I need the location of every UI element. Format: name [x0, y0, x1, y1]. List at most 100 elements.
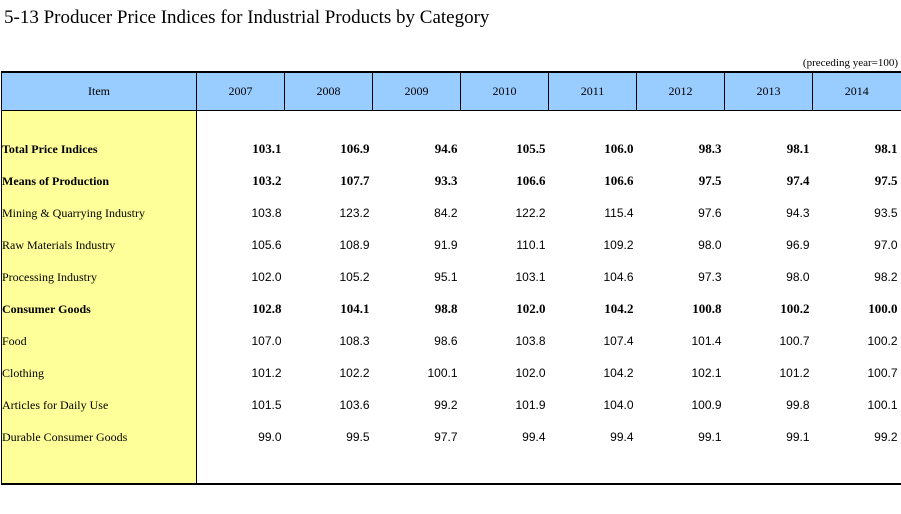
value-cell: 107.0	[251, 334, 282, 348]
row-label-text: Clothing	[2, 365, 45, 380]
value-cell: 107.7	[340, 173, 370, 188]
table-row: Means of Production 103.2 107.7 93.3 106.6 10…	[1, 165, 901, 197]
column-header-year: 2014	[812, 71, 901, 111]
value-cell: 98.8	[434, 301, 458, 316]
value-cell: 102.0	[516, 301, 546, 316]
table-body: Total Price Indices 103.1 106.9 94.6 105.5 10…	[1, 110, 901, 485]
value-cell: 98.6	[434, 334, 458, 348]
value-cell: 98.2	[874, 270, 898, 284]
value-cell: 91.9	[434, 238, 458, 252]
value-cell: 102.1	[691, 366, 722, 380]
value-cell: 109.2	[603, 238, 634, 252]
row-label: Durable Consumer Goods	[1, 421, 197, 453]
value-cell: 93.5	[874, 206, 898, 220]
value-cell: 98.0	[698, 238, 722, 252]
row-label: Processing Industry	[1, 261, 197, 293]
row-label-text: Means of Production	[2, 173, 110, 188]
row-label-text: Durable Consumer Goods	[2, 429, 128, 444]
row-label: Means of Production	[1, 165, 197, 197]
value-cell: 101.9	[515, 398, 546, 412]
price-index-table-container: Item 2007 2008 2009 2010 2011 2012 2013 …	[1, 71, 901, 485]
row-label: Mining & Quarrying Industry	[1, 197, 197, 229]
value-cell: 105.5	[516, 141, 546, 156]
table-row: Raw Materials Industry 105.6 108.9 91.9 110.…	[1, 229, 901, 261]
value-cell: 103.8	[251, 206, 282, 220]
value-cell: 101.2	[251, 366, 282, 380]
column-header-year: 2012	[636, 71, 725, 111]
value-cell: 98.1	[786, 141, 810, 156]
header-row: Item 2007 2008 2009 2010 2011 2012 2013 …	[1, 71, 901, 111]
value-cell: 96.9	[786, 238, 810, 252]
value-cell: 122.2	[515, 206, 546, 220]
value-cell: 104.2	[603, 366, 634, 380]
value-cell: 102.2	[339, 366, 370, 380]
value-cell: 100.2	[867, 334, 898, 348]
value-cell: 101.2	[779, 366, 810, 380]
value-cell: 110.1	[516, 238, 546, 252]
item-cell	[1, 110, 197, 133]
table-row: Clothing 101.2 102.2 100.1 102.0 104.2 102.1 10…	[1, 357, 901, 389]
value-cell: 97.0	[874, 238, 898, 252]
column-header-year: 2009	[372, 71, 461, 111]
value-cell: 99.2	[874, 430, 898, 444]
value-cell: 99.1	[698, 430, 722, 444]
value-cell: 103.6	[339, 398, 370, 412]
row-label: Clothing	[1, 357, 197, 389]
table-row: Consumer Goods 102.8 104.1 98.8 102.0 104.2 10…	[1, 293, 901, 325]
spacer-row	[1, 110, 901, 133]
column-header-year: 2013	[724, 71, 813, 111]
row-label-text: Mining & Quarrying Industry	[2, 205, 145, 220]
unit-note: (preceding year=100)	[802, 57, 898, 69]
row-label-text: Consumer Goods	[2, 301, 91, 316]
value-cell: 105.6	[251, 238, 282, 252]
value-cell: 103.2	[252, 173, 282, 188]
price-index-table: Item 2007 2008 2009 2010 2011 2012 2013 …	[1, 71, 901, 485]
table-row: Processing Industry 102.0 105.2 95.1 103.1 10…	[1, 261, 901, 293]
value-cell: 103.8	[515, 334, 546, 348]
value-cell: 100.7	[779, 334, 810, 348]
value-cell: 104.6	[603, 270, 634, 284]
value-cell: 84.2	[434, 206, 458, 220]
value-cell: 94.3	[786, 206, 810, 220]
value-cell: 97.7	[434, 430, 458, 444]
value-cell: 94.6	[434, 141, 458, 156]
value-cell: 101.4	[691, 334, 722, 348]
value-cell: 100.1	[427, 366, 458, 380]
value-cell: 98.3	[698, 141, 722, 156]
value-cell: 101.5	[251, 398, 282, 412]
row-label: Raw Materials Industry	[1, 229, 197, 261]
value-cell: 115.4	[604, 206, 634, 220]
value-cell: 97.4	[786, 173, 810, 188]
value-cell: 100.9	[691, 398, 722, 412]
value-cell: 95.1	[434, 270, 458, 284]
row-label-text: Total Price Indices	[2, 141, 98, 156]
row-label: Total Price Indices	[1, 133, 197, 165]
page-title: 5-13 Producer Price Indices for Industri…	[4, 7, 490, 28]
column-header-year: 2007	[196, 71, 285, 111]
value-cell: 99.2	[434, 398, 458, 412]
value-cell: 108.9	[339, 238, 370, 252]
value-cell: 106.6	[516, 173, 546, 188]
value-cell: 99.5	[346, 430, 370, 444]
value-cell: 102.0	[251, 270, 282, 284]
row-label-text: Articles for Daily Use	[2, 397, 109, 412]
value-cell: 123.2	[339, 206, 370, 220]
table-row: Total Price Indices 103.1 106.9 94.6 105.5 10…	[1, 133, 901, 165]
table-bottom-rule	[1, 453, 901, 485]
value-cell: 100.2	[780, 301, 810, 316]
value-cell: 100.7	[867, 366, 898, 380]
column-header-item: Item	[1, 71, 197, 111]
value-cell: 102.0	[515, 366, 546, 380]
value-cell: 106.0	[604, 141, 634, 156]
value-cell: 99.1	[786, 430, 810, 444]
value-cell: 107.4	[603, 334, 634, 348]
row-label-text: Processing Industry	[2, 269, 97, 284]
value-cell: 106.9	[340, 141, 370, 156]
value-cell: 97.6	[698, 206, 722, 220]
row-label-text: Raw Materials Industry	[2, 237, 116, 252]
value-cell: 102.8	[252, 301, 282, 316]
value-cell: 99.8	[786, 398, 810, 412]
value-cell: 99.0	[258, 430, 282, 444]
column-header-year: 2008	[284, 71, 373, 111]
value-cell: 98.1	[874, 141, 898, 156]
